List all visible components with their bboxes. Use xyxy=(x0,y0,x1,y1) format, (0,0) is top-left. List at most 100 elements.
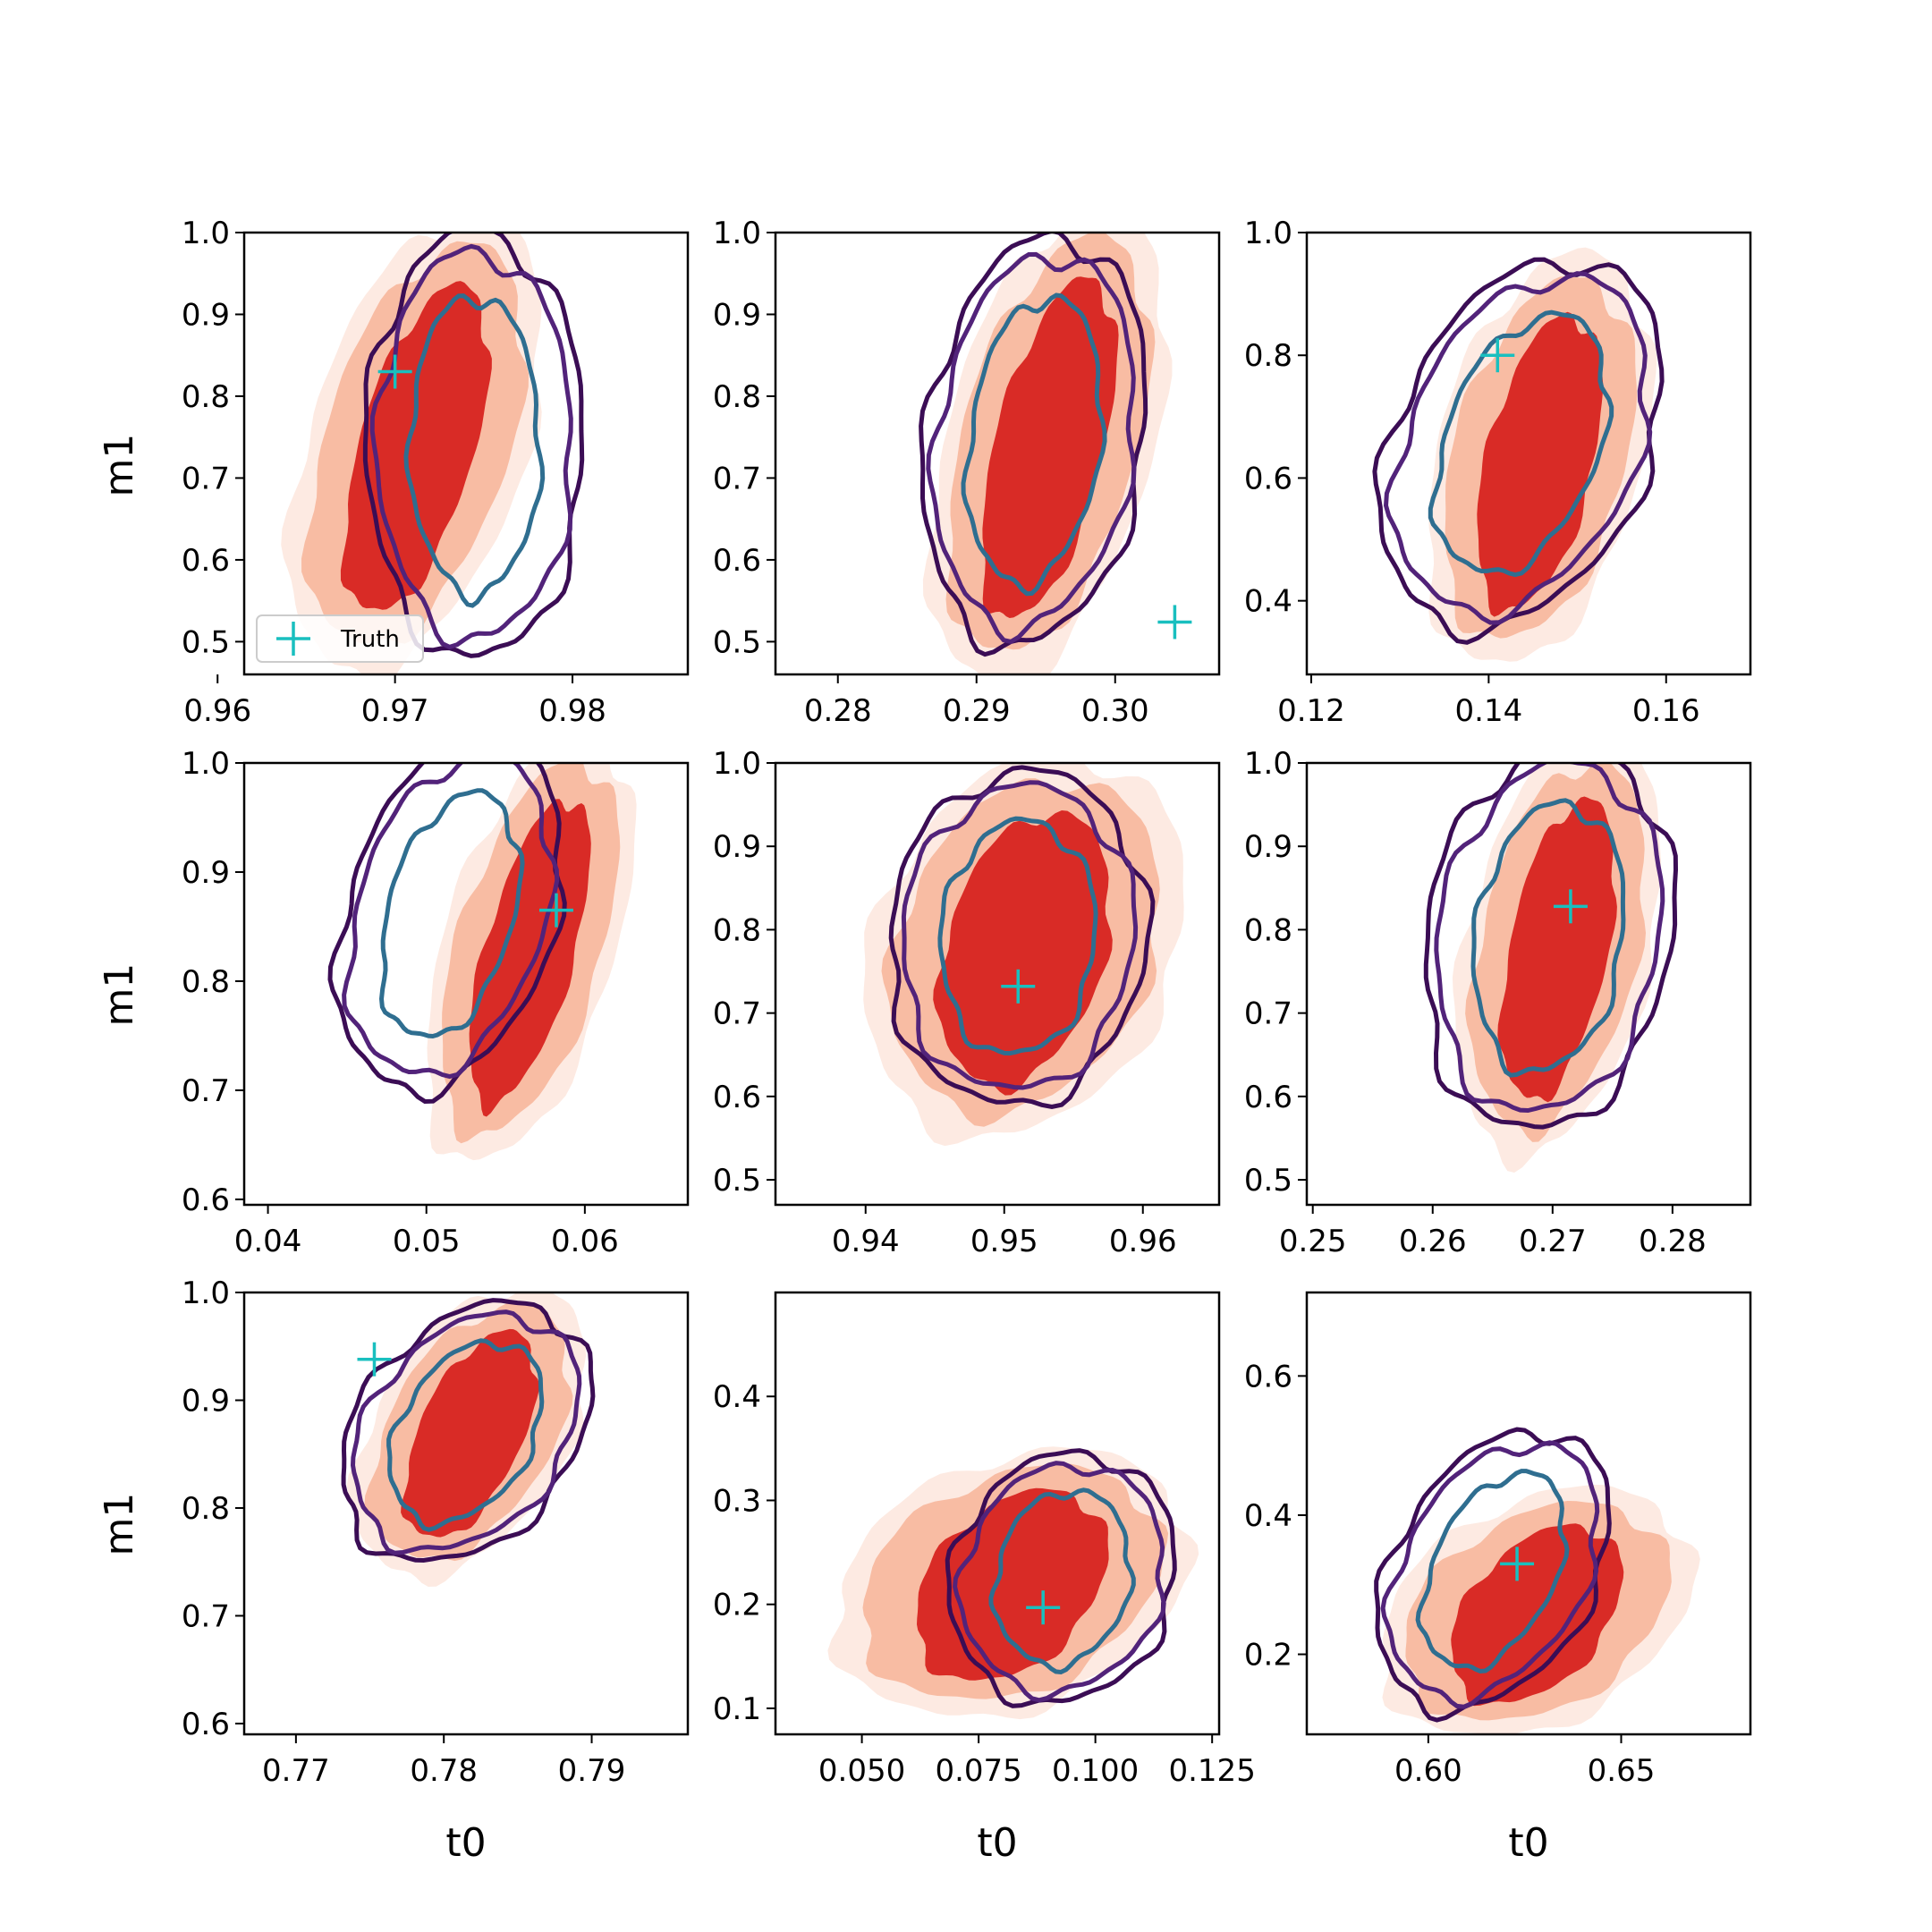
y-tick-label: 0.5 xyxy=(1244,1163,1292,1199)
x-tick-label: 0.26 xyxy=(1399,1224,1467,1259)
y-tick-label: 0.3 xyxy=(713,1483,761,1519)
panel-3: 0.12 0.14 0.16 0.4 0.6 0.8 1.0 xyxy=(1244,216,1752,729)
y-tick-label: 0.6 xyxy=(182,543,230,579)
x-tick-label: 0.14 xyxy=(1455,693,1523,729)
contour-line-outer xyxy=(327,763,567,1105)
x-tick-label: 0.95 xyxy=(970,1224,1038,1259)
y-tick-label: 0.1 xyxy=(713,1691,761,1727)
x-tick-label: 0.94 xyxy=(832,1224,900,1259)
x-tick-label: 0.79 xyxy=(558,1753,626,1789)
y-tick-label: 0.9 xyxy=(182,1383,230,1419)
truth-marker xyxy=(1026,1590,1061,1625)
x-axis-label-3: t0 xyxy=(1508,1820,1548,1866)
x-tick-label: 0.65 xyxy=(1588,1753,1656,1789)
contour-line-mid xyxy=(369,243,573,650)
x-tick-label: 0.125 xyxy=(1168,1753,1255,1789)
y-tick-label: 1.0 xyxy=(1244,746,1292,782)
x-tick-label: 0.25 xyxy=(1279,1224,1347,1259)
x-tick-label: 0.96 xyxy=(1109,1224,1177,1259)
x-tick-label: 0.06 xyxy=(551,1224,619,1259)
density-fill-inner xyxy=(401,1328,539,1538)
x-tick-label: 0.30 xyxy=(1081,693,1149,729)
y-tick-label: 0.6 xyxy=(1244,1359,1292,1394)
y-tick-label: 0.9 xyxy=(182,297,230,333)
contour-line-mid xyxy=(1380,1440,1600,1709)
y-tick-label: 0.2 xyxy=(1244,1638,1292,1674)
contour-line-inner xyxy=(961,292,1107,597)
x-tick-label: 0.96 xyxy=(183,693,251,729)
y-tick-label: 0.6 xyxy=(182,1707,230,1742)
y-tick-label: 0.9 xyxy=(713,297,761,333)
x-tick-label: 0.60 xyxy=(1394,1753,1462,1789)
contour-line-outer xyxy=(945,1448,1177,1708)
density-fill-inner xyxy=(982,276,1119,618)
y-tick-label: 0.5 xyxy=(713,1163,761,1199)
x-tick-label: 0.78 xyxy=(410,1753,478,1789)
contour-line-outer xyxy=(919,233,1148,657)
x-tick-label: 0.28 xyxy=(804,693,872,729)
density-fill-inner xyxy=(933,810,1113,1096)
y-tick-label: 0.6 xyxy=(1244,1080,1292,1115)
x-tick-label: 0.05 xyxy=(393,1224,461,1259)
x-tick-label: 0.050 xyxy=(818,1753,905,1789)
y-tick-label: 0.5 xyxy=(182,624,230,660)
x-tick-label: 0.16 xyxy=(1632,693,1700,729)
axes-frame xyxy=(242,1291,690,1736)
y-tick-label: 0.4 xyxy=(1244,1498,1292,1534)
y-tick-label: 0.9 xyxy=(1244,829,1292,865)
y-tick-label: 0.6 xyxy=(1244,461,1292,496)
truth-marker xyxy=(377,354,412,389)
y-axis-label-row-3: m1 xyxy=(97,1493,142,1556)
y-tick-label: 0.6 xyxy=(713,543,761,579)
contour-line-outer xyxy=(888,765,1156,1110)
y-tick-label: 0.4 xyxy=(713,1379,761,1415)
density-fill-inner xyxy=(1477,311,1604,617)
truth-marker xyxy=(357,1342,392,1377)
y-tick-label: 1.0 xyxy=(713,216,761,251)
y-tick-label: 0.5 xyxy=(713,624,761,660)
legend-label: Truth xyxy=(340,626,400,653)
x-tick-label: 0.97 xyxy=(361,693,429,729)
x-axis-label-2: t0 xyxy=(977,1820,1017,1866)
truth-marker xyxy=(1157,605,1192,640)
contour-line-mid xyxy=(901,780,1139,1090)
y-tick-label: 0.8 xyxy=(182,964,230,1000)
x-tick-label: 0.12 xyxy=(1277,693,1345,729)
y-tick-label: 0.8 xyxy=(713,912,761,948)
y-axis-label-row-2: m1 xyxy=(97,963,142,1027)
contour-line-inner xyxy=(937,816,1098,1056)
contour-line-outer xyxy=(341,1298,596,1563)
truth-marker xyxy=(1553,889,1588,924)
y-tick-label: 0.6 xyxy=(182,1182,230,1218)
y-tick-label: 0.8 xyxy=(1244,912,1292,948)
panel-6: 0.25 0.26 0.27 0.28 0.5 0.6 0.7 0.8 0.9 1.0 xyxy=(1244,746,1752,1259)
contour-line-inner xyxy=(1428,309,1614,578)
axes-frame xyxy=(774,231,1221,676)
y-tick-label: 0.9 xyxy=(182,855,230,891)
contour-line-mid xyxy=(350,1309,582,1555)
contour-line-outer xyxy=(1374,1427,1612,1723)
contour-line-inner xyxy=(988,1487,1136,1675)
x-tick-label: 0.100 xyxy=(1052,1753,1139,1789)
y-tick-label: 0.9 xyxy=(713,829,761,865)
y-tick-label: 0.8 xyxy=(182,1491,230,1527)
panel-7: 0.77 0.78 0.79 0.6 0.7 0.8 0.9 1.0 xyxy=(182,1275,690,1789)
axes-frame xyxy=(1305,1291,1752,1736)
contour-line-mid xyxy=(342,763,560,1080)
y-tick-label: 0.7 xyxy=(1244,996,1292,1032)
axes-frame xyxy=(1305,231,1752,676)
x-tick-label: 0.27 xyxy=(1519,1224,1587,1259)
contour-line-mid xyxy=(1434,763,1665,1114)
y-tick-label: 1.0 xyxy=(182,1275,230,1311)
y-axis-label-row-1: m1 xyxy=(97,434,142,497)
contour-line-inner xyxy=(1470,798,1626,1078)
panel-9: 0.60 0.65 0.2 0.4 0.6 xyxy=(1244,1291,1752,1789)
x-tick-label: 0.29 xyxy=(943,693,1011,729)
y-tick-label: 0.7 xyxy=(713,996,761,1032)
panel-8: 0.050 0.075 0.100 0.125 0.1 0.2 0.3 0.4 xyxy=(713,1291,1256,1789)
y-tick-label: 0.7 xyxy=(713,461,761,496)
x-tick-label: 0.075 xyxy=(935,1753,1021,1789)
y-tick-label: 0.8 xyxy=(182,379,230,415)
density-fill-inner xyxy=(1497,796,1617,1103)
